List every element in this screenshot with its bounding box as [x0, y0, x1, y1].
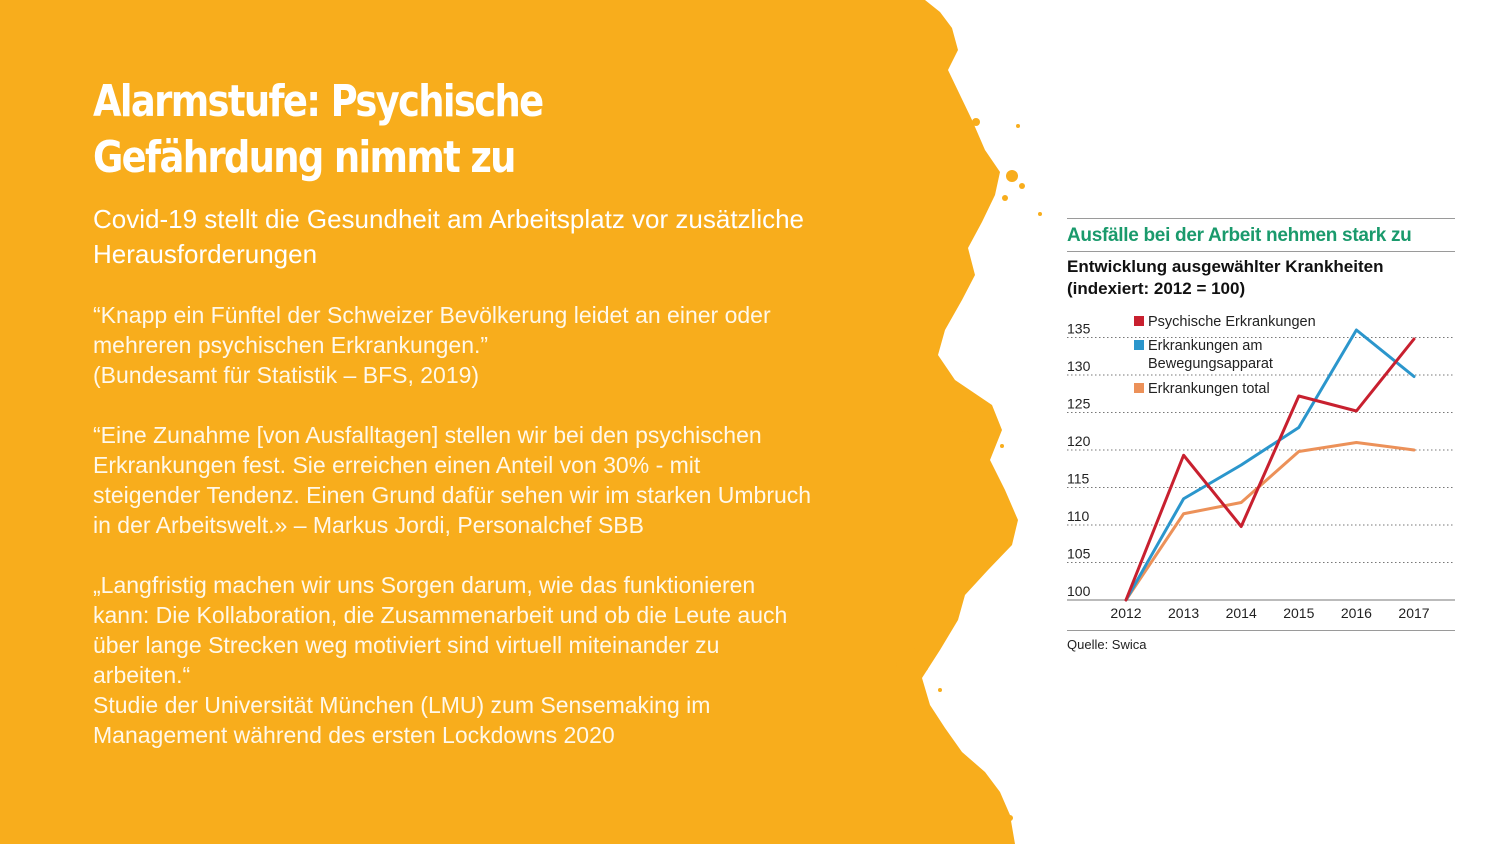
- quote-lmu: „Langfristig machen wir uns Sorgen darum…: [93, 570, 813, 750]
- divider-bottom: [1067, 630, 1455, 631]
- series-line-2: [1124, 441, 1416, 602]
- y-tick-label-120: 120: [1067, 433, 1091, 449]
- y-tick-label-135: 135: [1067, 321, 1091, 337]
- quote-bfs-text: “Knapp ein Fünftel der Schweizer Bevölke…: [93, 302, 771, 358]
- quote-sbb: “Eine Zunahme [von Ausfalltagen] stellen…: [93, 420, 813, 540]
- quote-lmu-text: „Langfristig machen wir uns Sorgen darum…: [93, 572, 788, 688]
- y-tick-label-100: 100: [1067, 583, 1091, 599]
- y-tick-label-105: 105: [1067, 546, 1091, 562]
- y-tick-label-130: 130: [1067, 358, 1091, 374]
- legend-label-1-line-2: Bewegungsapparat: [1148, 356, 1273, 372]
- chart-source: Quelle: Swica: [1067, 637, 1147, 652]
- y-tick-label-125: 125: [1067, 396, 1091, 412]
- divider-top: [1067, 218, 1455, 219]
- x-tick-label-2013: 2013: [1168, 605, 1199, 621]
- line-chart: 100 105 110 115 120 125 130 135 2012 2013 2014 2015…: [1067, 314, 1455, 621]
- title-line-2: Gefährdung nimmt zu: [93, 132, 517, 183]
- title-line-1: Alarmstufe: Psychische: [93, 76, 544, 127]
- legend-label-2: Erkrankungen total: [1148, 381, 1270, 397]
- x-tick-label-2016: 2016: [1341, 605, 1372, 621]
- legend-swatch-0: [1134, 316, 1144, 326]
- chart-heading: Ausfälle bei der Arbeit nehmen stark zu: [1067, 225, 1412, 246]
- quote-bfs-source: (Bundesamt für Statistik – BFS, 2019): [93, 362, 480, 388]
- y-tick-label-115: 115: [1067, 471, 1090, 487]
- legend-swatch-1: [1134, 340, 1144, 350]
- subtitle: Covid-19 stellt die Gesundheit am Arbeit…: [93, 204, 805, 269]
- x-tick-label-2012: 2012: [1110, 605, 1141, 621]
- divider-mid: [1067, 251, 1455, 252]
- chart-panel: Ausfälle bei der Arbeit nehmen stark zu …: [1067, 218, 1455, 652]
- series-line-1: [1124, 328, 1416, 602]
- text-column: Alarmstufe: Psychische Gefährdung nimmt …: [93, 74, 813, 750]
- chart-subheading: Entwicklung ausgewählter Krankheiten (in…: [1067, 256, 1455, 300]
- x-tick-label-2015: 2015: [1283, 605, 1314, 621]
- chart-subheading-line-2: (indexiert: 2012 = 100): [1067, 279, 1246, 298]
- legend-swatch-2: [1134, 383, 1144, 393]
- legend-label-0: Psychische Erkrankungen: [1148, 314, 1316, 330]
- page-title: Alarmstufe: Psychische Gefährdung nimmt …: [93, 74, 782, 186]
- x-tick-label-2014: 2014: [1226, 605, 1257, 621]
- quote-bfs: “Knapp ein Fünftel der Schweizer Bevölke…: [93, 300, 813, 390]
- series-line-0: [1124, 337, 1416, 602]
- x-tick-label-2017: 2017: [1398, 605, 1429, 621]
- chart-subheading-line-1: Entwicklung ausgewählter Krankheiten: [1067, 257, 1384, 276]
- y-tick-label-110: 110: [1067, 508, 1090, 524]
- quote-sbb-text: “Eine Zunahme [von Ausfalltagen] stellen…: [93, 422, 812, 538]
- quote-lmu-source: Studie der Universität München (LMU) zum…: [93, 692, 711, 748]
- legend-label-1: Erkrankungen am: [1148, 338, 1262, 354]
